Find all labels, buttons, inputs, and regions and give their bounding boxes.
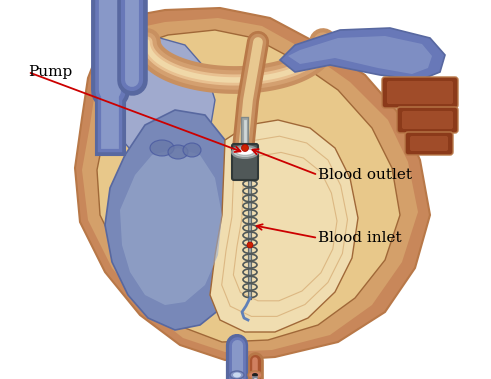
- Ellipse shape: [233, 373, 241, 377]
- Polygon shape: [75, 8, 430, 360]
- FancyBboxPatch shape: [405, 132, 453, 155]
- Text: Blood inlet: Blood inlet: [318, 231, 402, 245]
- Ellipse shape: [242, 144, 248, 152]
- FancyBboxPatch shape: [397, 107, 458, 133]
- Text: Blood outlet: Blood outlet: [318, 168, 412, 182]
- FancyBboxPatch shape: [387, 81, 453, 104]
- Ellipse shape: [236, 149, 254, 155]
- Ellipse shape: [248, 371, 262, 379]
- Polygon shape: [120, 148, 222, 305]
- Polygon shape: [82, 18, 418, 352]
- Polygon shape: [105, 110, 245, 330]
- Polygon shape: [210, 120, 358, 332]
- Ellipse shape: [230, 371, 244, 379]
- Ellipse shape: [150, 140, 174, 156]
- FancyBboxPatch shape: [410, 136, 448, 151]
- Polygon shape: [280, 28, 445, 80]
- FancyBboxPatch shape: [382, 77, 458, 108]
- FancyBboxPatch shape: [232, 144, 258, 180]
- Text: Pump: Pump: [28, 65, 72, 79]
- FancyBboxPatch shape: [402, 111, 453, 129]
- Ellipse shape: [252, 373, 258, 377]
- Polygon shape: [97, 30, 400, 342]
- Ellipse shape: [183, 143, 201, 157]
- Ellipse shape: [168, 145, 188, 159]
- Ellipse shape: [247, 242, 253, 248]
- Polygon shape: [110, 38, 215, 170]
- Polygon shape: [288, 36, 432, 74]
- Ellipse shape: [232, 146, 258, 158]
